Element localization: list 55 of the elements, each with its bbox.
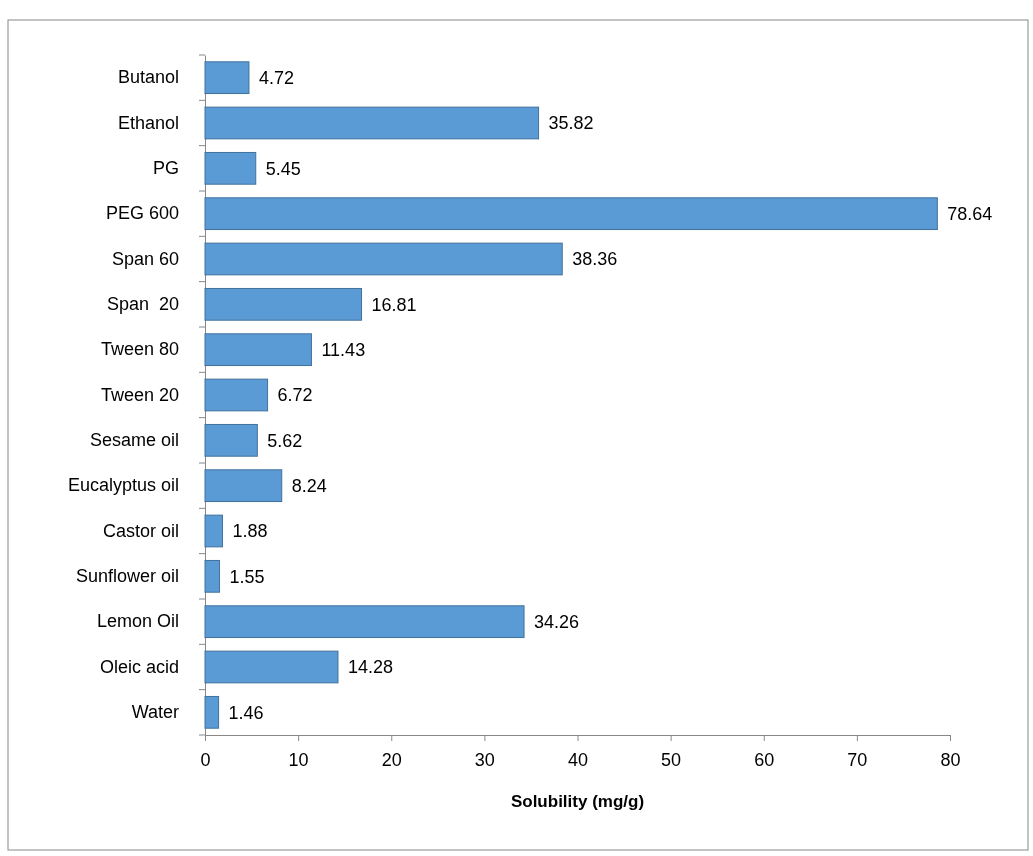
y-tick-label: Water	[131, 702, 179, 723]
y-tick-label: Tween 20	[100, 384, 179, 405]
data-label: 8.24	[291, 475, 327, 496]
x-tick-label: 80	[940, 749, 961, 770]
bar	[204, 423, 258, 457]
bar	[204, 514, 224, 548]
y-tick-label: Span 20	[106, 294, 179, 315]
data-label: 5.45	[265, 158, 301, 179]
x-tick-label: 50	[661, 749, 682, 770]
bar	[204, 242, 563, 276]
data-label: 1.55	[229, 566, 265, 587]
y-tick-label: Castor oil	[102, 520, 179, 541]
data-label: 1.46	[228, 702, 264, 723]
x-axis-title: Solubility (mg/g)	[510, 792, 645, 811]
y-tick-label: Tween 80	[100, 339, 179, 360]
bar	[204, 605, 525, 639]
data-label: 5.62	[267, 430, 303, 451]
x-tick-label: 10	[288, 749, 309, 770]
data-label: 16.81	[371, 294, 417, 315]
x-tick-label: 0	[200, 749, 211, 770]
bar	[204, 61, 250, 95]
bar	[204, 695, 220, 729]
bar	[204, 287, 363, 321]
data-label: 6.72	[277, 385, 313, 406]
y-tick-label: Oleic acid	[99, 656, 179, 677]
bar	[204, 197, 938, 231]
bar	[204, 151, 257, 185]
bar	[204, 333, 312, 367]
y-tick-label: Sunflower oil	[75, 566, 179, 587]
y-tick-label: Lemon Oil	[96, 611, 179, 632]
data-label: 1.88	[232, 521, 268, 542]
x-tick-label: 40	[567, 749, 589, 770]
bar	[204, 106, 540, 140]
data-label: 14.28	[347, 657, 394, 678]
y-tick-label: Span 60	[111, 248, 179, 269]
y-tick-label: Eucalyptus oil	[67, 475, 179, 496]
x-tick-label: 20	[381, 749, 402, 770]
bar	[204, 469, 283, 503]
x-tick-label: 30	[474, 749, 495, 770]
data-label: 4.72	[258, 67, 294, 88]
bar	[204, 559, 220, 593]
x-tick-label: 70	[847, 749, 868, 770]
bar	[204, 378, 269, 412]
data-label: 35.82	[548, 113, 594, 134]
y-tick-label: Ethanol	[117, 112, 179, 133]
data-label: 11.43	[321, 339, 366, 360]
y-tick-label: PEG 600	[105, 203, 179, 224]
y-tick-label: Sesame oil	[89, 430, 179, 451]
bar	[204, 650, 339, 684]
data-label: 78.64	[947, 203, 993, 224]
data-label: 38.36	[572, 249, 618, 270]
x-tick-label: 60	[754, 749, 775, 770]
data-label: 34.26	[534, 611, 580, 632]
y-tick-label: Butanol	[117, 67, 179, 88]
y-tick-label: PG	[152, 158, 179, 179]
